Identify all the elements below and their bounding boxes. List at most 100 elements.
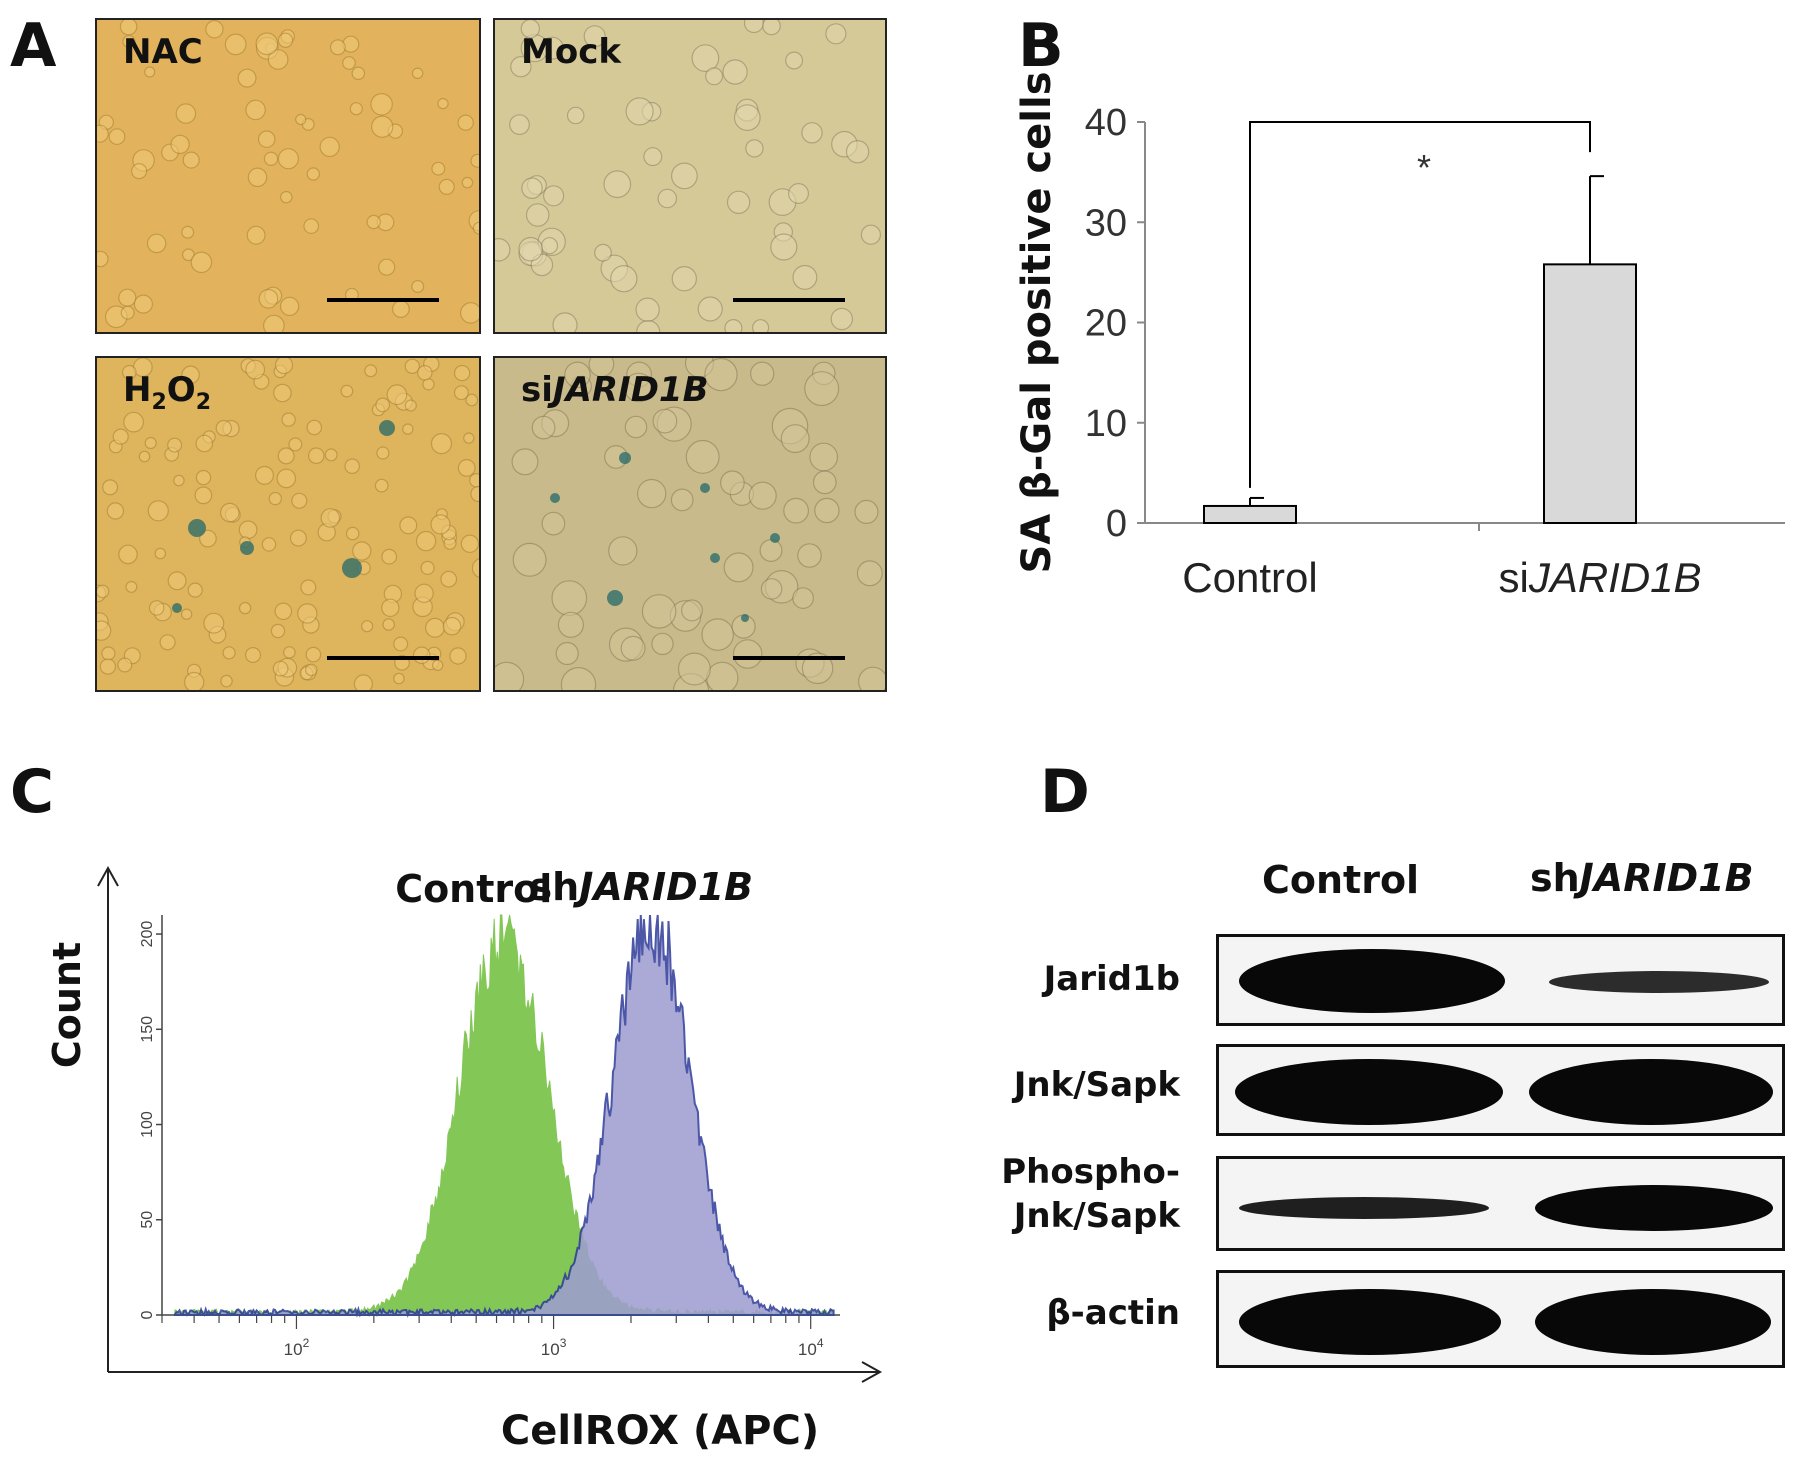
cell: [856, 560, 883, 587]
cell: [370, 93, 393, 116]
tick-base: 10: [284, 1340, 303, 1359]
band-control: [1239, 949, 1505, 1013]
cell: [858, 666, 885, 690]
sa-bgal-stain: [700, 483, 710, 493]
cell: [732, 639, 763, 669]
cell: [557, 611, 585, 638]
cell: [224, 33, 247, 56]
cell: [245, 359, 266, 380]
cell: [283, 646, 296, 659]
cell: [542, 185, 565, 207]
band-control: [1239, 1289, 1501, 1355]
tick-exp: 3: [560, 1336, 567, 1350]
cell: [804, 371, 840, 407]
x-tick-label: 103: [541, 1336, 567, 1359]
cell-texture: [495, 20, 881, 332]
cell: [194, 486, 213, 505]
cell: [520, 20, 540, 39]
cell: [420, 560, 435, 575]
band-shjarid1b: [1549, 971, 1769, 993]
subscript: 2: [195, 389, 211, 415]
cell: [677, 652, 711, 686]
scale-bar: [733, 656, 845, 660]
cell: [453, 385, 469, 401]
cell: [430, 514, 451, 535]
cell: [469, 473, 479, 488]
y-tick-label: 0: [139, 1310, 156, 1319]
cell: [860, 224, 881, 245]
cell: [205, 20, 224, 39]
blot-strip-actin: [1216, 1270, 1785, 1368]
cell: [146, 233, 167, 254]
cell: [432, 659, 444, 671]
cell: [449, 647, 467, 665]
cell: [470, 485, 479, 503]
tick-base: 10: [541, 1340, 560, 1359]
cell: [281, 412, 296, 427]
cell: [320, 508, 341, 528]
cell: [270, 623, 286, 639]
tick-base: 10: [798, 1340, 817, 1359]
x-axis-arrow: [861, 1361, 883, 1383]
cell: [238, 601, 252, 615]
cell: [470, 153, 479, 168]
band-control: [1239, 1197, 1489, 1219]
cell: [97, 250, 109, 268]
cell: [101, 646, 116, 661]
cell: [788, 183, 810, 205]
category-gene: JARID1B: [1528, 554, 1702, 601]
cell: [117, 657, 133, 673]
cell: [386, 384, 408, 406]
cell: [106, 502, 125, 520]
cell: [306, 419, 323, 436]
scale-bar: [327, 298, 439, 302]
cell: [724, 319, 743, 332]
cell: [472, 221, 479, 235]
y-axis-label: Count: [45, 942, 89, 1068]
cell: [414, 583, 434, 603]
cell: [636, 478, 667, 509]
significance-star: *: [1417, 147, 1431, 188]
cell: [551, 580, 588, 617]
cell: [291, 492, 308, 509]
scale-bar: [327, 656, 439, 660]
cell: [564, 361, 591, 389]
panel-d-letter: D: [1040, 757, 1090, 827]
cell: [294, 113, 307, 126]
cell: [624, 415, 648, 439]
label-prefix: si: [521, 370, 553, 410]
micrograph-label: siJARID1B: [521, 370, 709, 410]
cell: [726, 190, 751, 214]
tick-exp: 2: [303, 1336, 310, 1350]
cell: [237, 68, 257, 88]
y-tick-label: 20: [1085, 303, 1127, 345]
cell: [181, 365, 200, 385]
y-tick-label: 30: [1085, 202, 1127, 244]
cell: [138, 450, 151, 463]
cell: [190, 251, 213, 274]
micrograph-h2o2: H2O2: [95, 356, 481, 692]
histogram-shjarid1b: [173, 914, 835, 1318]
cell: [555, 641, 579, 666]
cell: [701, 618, 734, 651]
cell: [123, 411, 144, 433]
cell: [222, 646, 236, 660]
sa-bgal-stain: [172, 603, 182, 613]
cell: [723, 552, 754, 583]
sa-bgal-stain: [770, 533, 780, 543]
cell: [133, 294, 154, 314]
cell: [608, 536, 638, 566]
cell: [652, 408, 678, 434]
cell: [277, 148, 299, 170]
sa-bgal-stain: [710, 553, 720, 563]
cell: [255, 32, 279, 56]
cell: [167, 437, 183, 453]
cell: [274, 602, 293, 621]
cell: [681, 599, 704, 622]
cell: [540, 237, 559, 255]
cell-texture: [495, 358, 885, 690]
panel-c-letter: C: [10, 757, 55, 827]
blot-label-jnk: Jnk/Sapk: [1013, 1065, 1180, 1105]
cell: [453, 364, 471, 382]
cell: [263, 151, 279, 166]
